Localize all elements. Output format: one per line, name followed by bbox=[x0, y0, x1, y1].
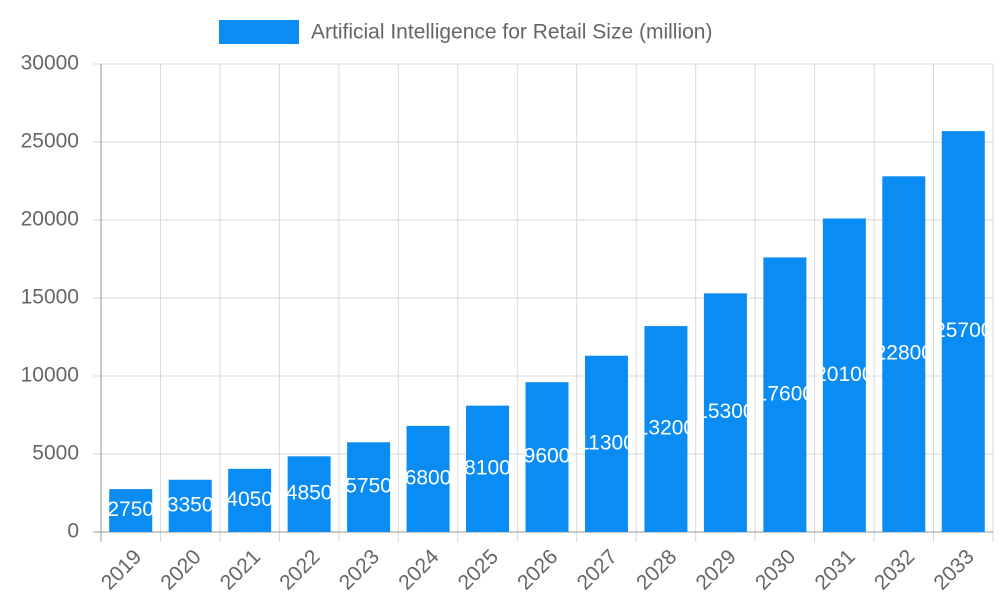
y-tick-label: 15000 bbox=[21, 286, 79, 309]
bar bbox=[584, 355, 628, 532]
bar bbox=[168, 479, 212, 532]
x-tick-label: 2023 bbox=[335, 545, 384, 594]
value-label: 15300 bbox=[696, 400, 754, 423]
value-label: 13200 bbox=[637, 417, 695, 440]
value-label: 20100 bbox=[815, 363, 873, 386]
bar bbox=[763, 257, 807, 532]
x-tick-label: 2024 bbox=[394, 545, 444, 595]
bar bbox=[882, 176, 926, 532]
y-tick-label: 10000 bbox=[21, 364, 79, 387]
x-tick-label: 2022 bbox=[275, 545, 324, 594]
x-tick-label: 2030 bbox=[751, 545, 800, 594]
bar bbox=[287, 456, 331, 532]
x-tick-label: 2032 bbox=[870, 545, 919, 594]
value-label: 4850 bbox=[286, 482, 333, 505]
bar bbox=[644, 326, 688, 532]
x-tick-label: 2026 bbox=[513, 545, 562, 594]
bar bbox=[525, 382, 569, 532]
x-tick-label: 2020 bbox=[156, 545, 205, 594]
y-tick-label: 5000 bbox=[32, 442, 79, 465]
legend-swatch bbox=[219, 20, 299, 44]
value-label: 2750 bbox=[107, 498, 154, 521]
bar bbox=[406, 425, 450, 532]
x-tick-label: 2019 bbox=[97, 545, 146, 594]
legend-label: Artificial Intelligence for Retail Size … bbox=[311, 21, 712, 44]
value-label: 25700 bbox=[934, 319, 992, 342]
bar bbox=[466, 405, 510, 532]
bar bbox=[347, 442, 391, 532]
value-label: 3350 bbox=[167, 493, 214, 516]
value-label: 9600 bbox=[524, 445, 571, 468]
value-label: 5750 bbox=[345, 475, 392, 498]
x-tick-label: 2025 bbox=[454, 545, 503, 594]
bar bbox=[703, 293, 747, 532]
x-tick-label: 2031 bbox=[810, 545, 859, 594]
x-tick-label: 2021 bbox=[216, 545, 265, 594]
value-label: 11300 bbox=[578, 431, 635, 454]
x-tick-label: 2033 bbox=[929, 545, 978, 594]
value-label: 8100 bbox=[464, 456, 511, 479]
value-label: 6800 bbox=[405, 467, 452, 490]
y-tick-label: 30000 bbox=[21, 52, 79, 75]
x-tick-label: 2028 bbox=[632, 545, 681, 594]
bar bbox=[822, 218, 866, 532]
y-tick-label: 20000 bbox=[21, 208, 79, 231]
bar bbox=[109, 489, 153, 532]
value-label: 17600 bbox=[756, 382, 814, 405]
x-tick-label: 2027 bbox=[573, 545, 622, 594]
x-tick-label: 2029 bbox=[692, 545, 741, 594]
value-label: 4050 bbox=[226, 488, 273, 511]
bar bbox=[941, 131, 985, 532]
value-label: 22800 bbox=[875, 342, 933, 365]
y-tick-label: 25000 bbox=[21, 130, 79, 153]
y-tick-label: 0 bbox=[67, 520, 79, 543]
bar bbox=[228, 468, 272, 532]
